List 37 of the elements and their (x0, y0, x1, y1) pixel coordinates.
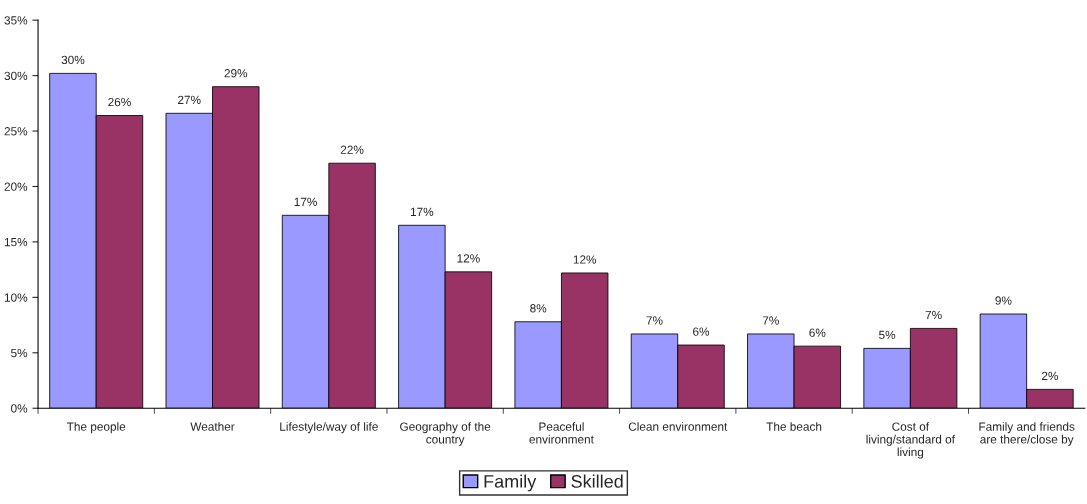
data-label: 12% (457, 254, 480, 263)
x-tick-label: Cost of living/standard of living (866, 422, 956, 459)
data-label: 6% (809, 328, 826, 337)
legend-label: Skilled (571, 474, 623, 488)
x-tick-label: Family and friends are there/close by (979, 422, 1075, 446)
data-label: 26% (108, 97, 131, 107)
y-tick-label: 20% (4, 182, 28, 191)
data-label: 2% (1042, 371, 1059, 381)
data-label: 7% (646, 316, 663, 325)
y-tick-label: 15% (4, 238, 28, 247)
data-label: 12% (573, 255, 597, 264)
data-label: 17% (410, 207, 434, 216)
y-tick-label: 30% (4, 71, 28, 80)
y-tick-label: 5% (11, 348, 28, 358)
data-label: 7% (925, 310, 942, 320)
x-tick-label: The people (66, 422, 126, 434)
x-tick-label: Peaceful environment (529, 422, 594, 444)
x-tick-label: The beach (766, 422, 822, 431)
data-label: 6% (693, 327, 710, 336)
x-tick-label: Clean environment (628, 422, 728, 431)
y-tick-label: 25% (4, 127, 28, 136)
data-label: 9% (995, 296, 1012, 305)
y-tick-label: 35% (4, 16, 28, 25)
data-label: 7% (762, 316, 779, 325)
y-tick-label: 10% (4, 293, 28, 302)
data-label: 17% (294, 197, 317, 206)
data-label: 22% (340, 145, 364, 154)
x-tick-label: Geography of the country (400, 422, 491, 446)
legend-label: Family (484, 474, 537, 492)
y-tick-label: 0% (11, 404, 28, 413)
data-label: 29% (224, 69, 248, 78)
data-label: 8% (530, 304, 547, 313)
x-tick-label: Lifestyle/way of life (280, 422, 378, 434)
data-label: 27% (178, 95, 201, 104)
data-label: 5% (879, 330, 896, 340)
x-tick-label: Weather (190, 422, 235, 431)
data-label: 30% (61, 55, 85, 65)
